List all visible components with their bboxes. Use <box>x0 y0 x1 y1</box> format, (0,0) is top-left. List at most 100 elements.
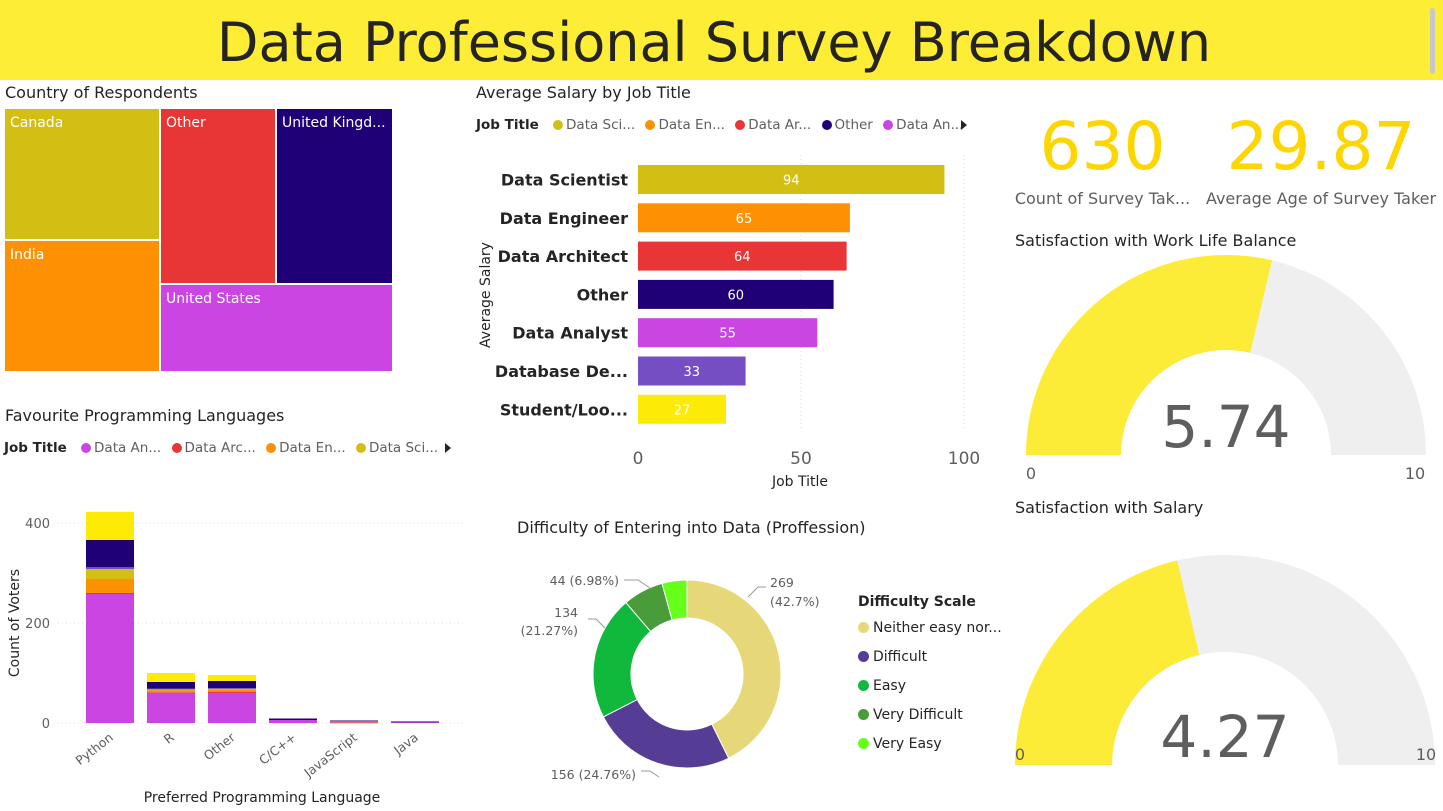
salary-bar[interactable] <box>638 165 945 194</box>
stacked-bar-segment[interactable] <box>208 688 256 689</box>
x-axis-title: Preferred Programming Language <box>144 790 381 806</box>
salary-legend[interactable]: Job Title Data Sci... Data En... Data Ar… <box>476 117 963 133</box>
legend-swatch <box>171 443 182 453</box>
legend-item[interactable]: Data An... <box>896 117 964 133</box>
stacked-bar-segment[interactable] <box>86 512 134 540</box>
legend-item[interactable]: Data Sci... <box>368 440 439 456</box>
kpi-age-label: Average Age of Survey Taker <box>1205 189 1437 208</box>
stacked-bar-segment[interactable] <box>86 569 134 579</box>
stacked-bar-segment[interactable] <box>86 540 134 567</box>
salary-bar[interactable] <box>638 279 834 309</box>
difficulty-donut-chart[interactable]: 269 (42.7%) 156 (24.76%) 134 (21.27%) 44 (6.9… <box>500 555 850 805</box>
leader-line <box>747 586 766 598</box>
gauge-fill[interactable] <box>1015 560 1200 765</box>
legend-item[interactable]: Very Easy <box>858 736 1002 765</box>
legend-item[interactable]: Data Ar... <box>748 117 812 133</box>
scrollbar-thumb[interactable] <box>1430 8 1435 74</box>
legend-item[interactable]: Data An... <box>94 440 162 456</box>
stacked-bar-segment[interactable] <box>86 567 134 569</box>
legend-swatch <box>821 120 832 130</box>
donut-slice[interactable] <box>661 579 688 621</box>
donut-title: Difficulty of Entering into Data (Proffe… <box>517 518 866 537</box>
stacked-bar-segment[interactable] <box>147 673 195 682</box>
legend-item[interactable]: Easy <box>858 678 1002 707</box>
donut-legend[interactable]: Difficulty Scale Neither easy nor... Dif… <box>858 594 1002 765</box>
stacked-bar-segment[interactable] <box>330 721 378 722</box>
stacked-bar-segment[interactable] <box>269 720 317 723</box>
treemap-label: United Kingd... <box>282 115 386 131</box>
bar-data-label: 55 <box>719 327 736 342</box>
languages-legend[interactable]: Job Title Data An... Data Arc... Data En… <box>4 440 438 456</box>
legend-swatch <box>266 443 277 453</box>
stacked-bar-segment[interactable] <box>147 682 195 689</box>
donut-data-label: 269 <box>770 575 794 590</box>
donut-slice[interactable] <box>602 698 730 769</box>
stacked-bar-segment[interactable] <box>330 720 378 722</box>
treemap-label: United States <box>166 291 261 307</box>
stacked-bar-segment[interactable] <box>330 722 378 724</box>
salary-bar-chart[interactable]: 94 Data Scientist 65 Data Engineer 64 Data Ar… <box>470 140 1000 500</box>
stacked-bar-segment[interactable] <box>86 593 134 594</box>
stacked-bar-segment[interactable] <box>86 579 134 593</box>
legend-item[interactable]: Data Sci... <box>566 117 636 133</box>
treemap-cell-india[interactable]: India <box>4 240 160 372</box>
stacked-bar-segment[interactable] <box>391 721 439 723</box>
languages-stacked-bar-chart[interactable]: 0 200 400 Python R Other C/C++ JavaScript Java Pr… <box>0 495 470 811</box>
treemap-cell-united-states[interactable]: United States <box>160 284 393 372</box>
salary-bar[interactable] <box>638 394 727 424</box>
stacked-bar-segment[interactable] <box>86 594 134 723</box>
x-tick-label: 50 <box>790 449 812 469</box>
gauge-work-life-title: Satisfaction with Work Life Balance <box>1015 231 1297 250</box>
stacked-bar-segment[interactable] <box>147 688 195 690</box>
stacked-bar-segment[interactable] <box>208 681 256 688</box>
legend-item[interactable]: Other <box>834 117 873 133</box>
kpi-count-label: Count of Survey Tak... <box>1014 189 1191 208</box>
stacked-bar-segment[interactable] <box>208 692 256 724</box>
legend-title: Job Title <box>476 117 539 133</box>
gauge-value: 5.74 <box>1161 393 1290 461</box>
stacked-bar-segment[interactable] <box>147 689 195 691</box>
gauge-salary[interactable]: 4.27 0 10 <box>1005 520 1440 770</box>
legend-item[interactable]: Data En... <box>279 440 346 456</box>
legend-item[interactable]: Difficult <box>858 649 1002 678</box>
legend-item[interactable]: Neither easy nor... <box>858 620 1002 649</box>
stacked-bar-segment[interactable] <box>208 688 256 691</box>
leader-line <box>624 579 651 589</box>
x-tick-label: C/C++ <box>256 730 299 768</box>
stacked-bar-segment[interactable] <box>208 675 256 681</box>
legend-label: Very Easy <box>873 736 942 752</box>
gauge-fill[interactable] <box>1026 255 1273 455</box>
treemap-cell-canada[interactable]: Canada <box>4 108 160 240</box>
stacked-bar-segment[interactable] <box>208 690 256 692</box>
legend-next-arrow-icon[interactable] <box>961 120 967 130</box>
donut-data-label: (21.27%) <box>521 623 578 638</box>
legend-label: Difficult <box>873 649 928 665</box>
salary-bar[interactable] <box>638 241 847 271</box>
legend-swatch <box>858 622 869 633</box>
legend-next-arrow-icon[interactable] <box>445 443 451 453</box>
gauge-work-life[interactable]: 5.74 0 10 <box>1015 255 1435 485</box>
x-tick-label: JavaScript <box>300 729 359 780</box>
donut-data-label: 156 (24.76%) <box>551 767 636 782</box>
salary-bar[interactable] <box>638 318 818 348</box>
treemap-cell-united-kingdom[interactable]: United Kingd... <box>276 108 393 284</box>
donut-data-label: (42.7%) <box>770 594 819 609</box>
stacked-bar-segment[interactable] <box>391 722 439 723</box>
stacked-bar-segment[interactable] <box>330 721 378 723</box>
bar-data-label: 64 <box>734 250 751 265</box>
category-label: Data Scientist <box>501 171 628 190</box>
legend-item[interactable]: Very Difficult <box>858 707 1002 736</box>
bar-data-label: 60 <box>728 288 745 303</box>
salary-bar[interactable] <box>638 356 746 386</box>
treemap-cell-other[interactable]: Other <box>160 108 276 284</box>
stacked-bar-segment[interactable] <box>269 718 317 721</box>
salary-bar[interactable] <box>638 203 850 233</box>
donut-slice[interactable] <box>686 579 782 759</box>
stacked-bar-segment[interactable] <box>147 692 195 724</box>
stacked-bar-segment[interactable] <box>147 690 195 693</box>
legend-item[interactable]: Data Arc... <box>184 440 256 456</box>
treemap-label: Other <box>166 115 206 131</box>
stacked-bar-segment[interactable] <box>208 692 256 693</box>
legend-item[interactable]: Data En... <box>658 117 725 133</box>
country-treemap[interactable]: Canada India Other United Kingd... Unite… <box>4 108 393 372</box>
